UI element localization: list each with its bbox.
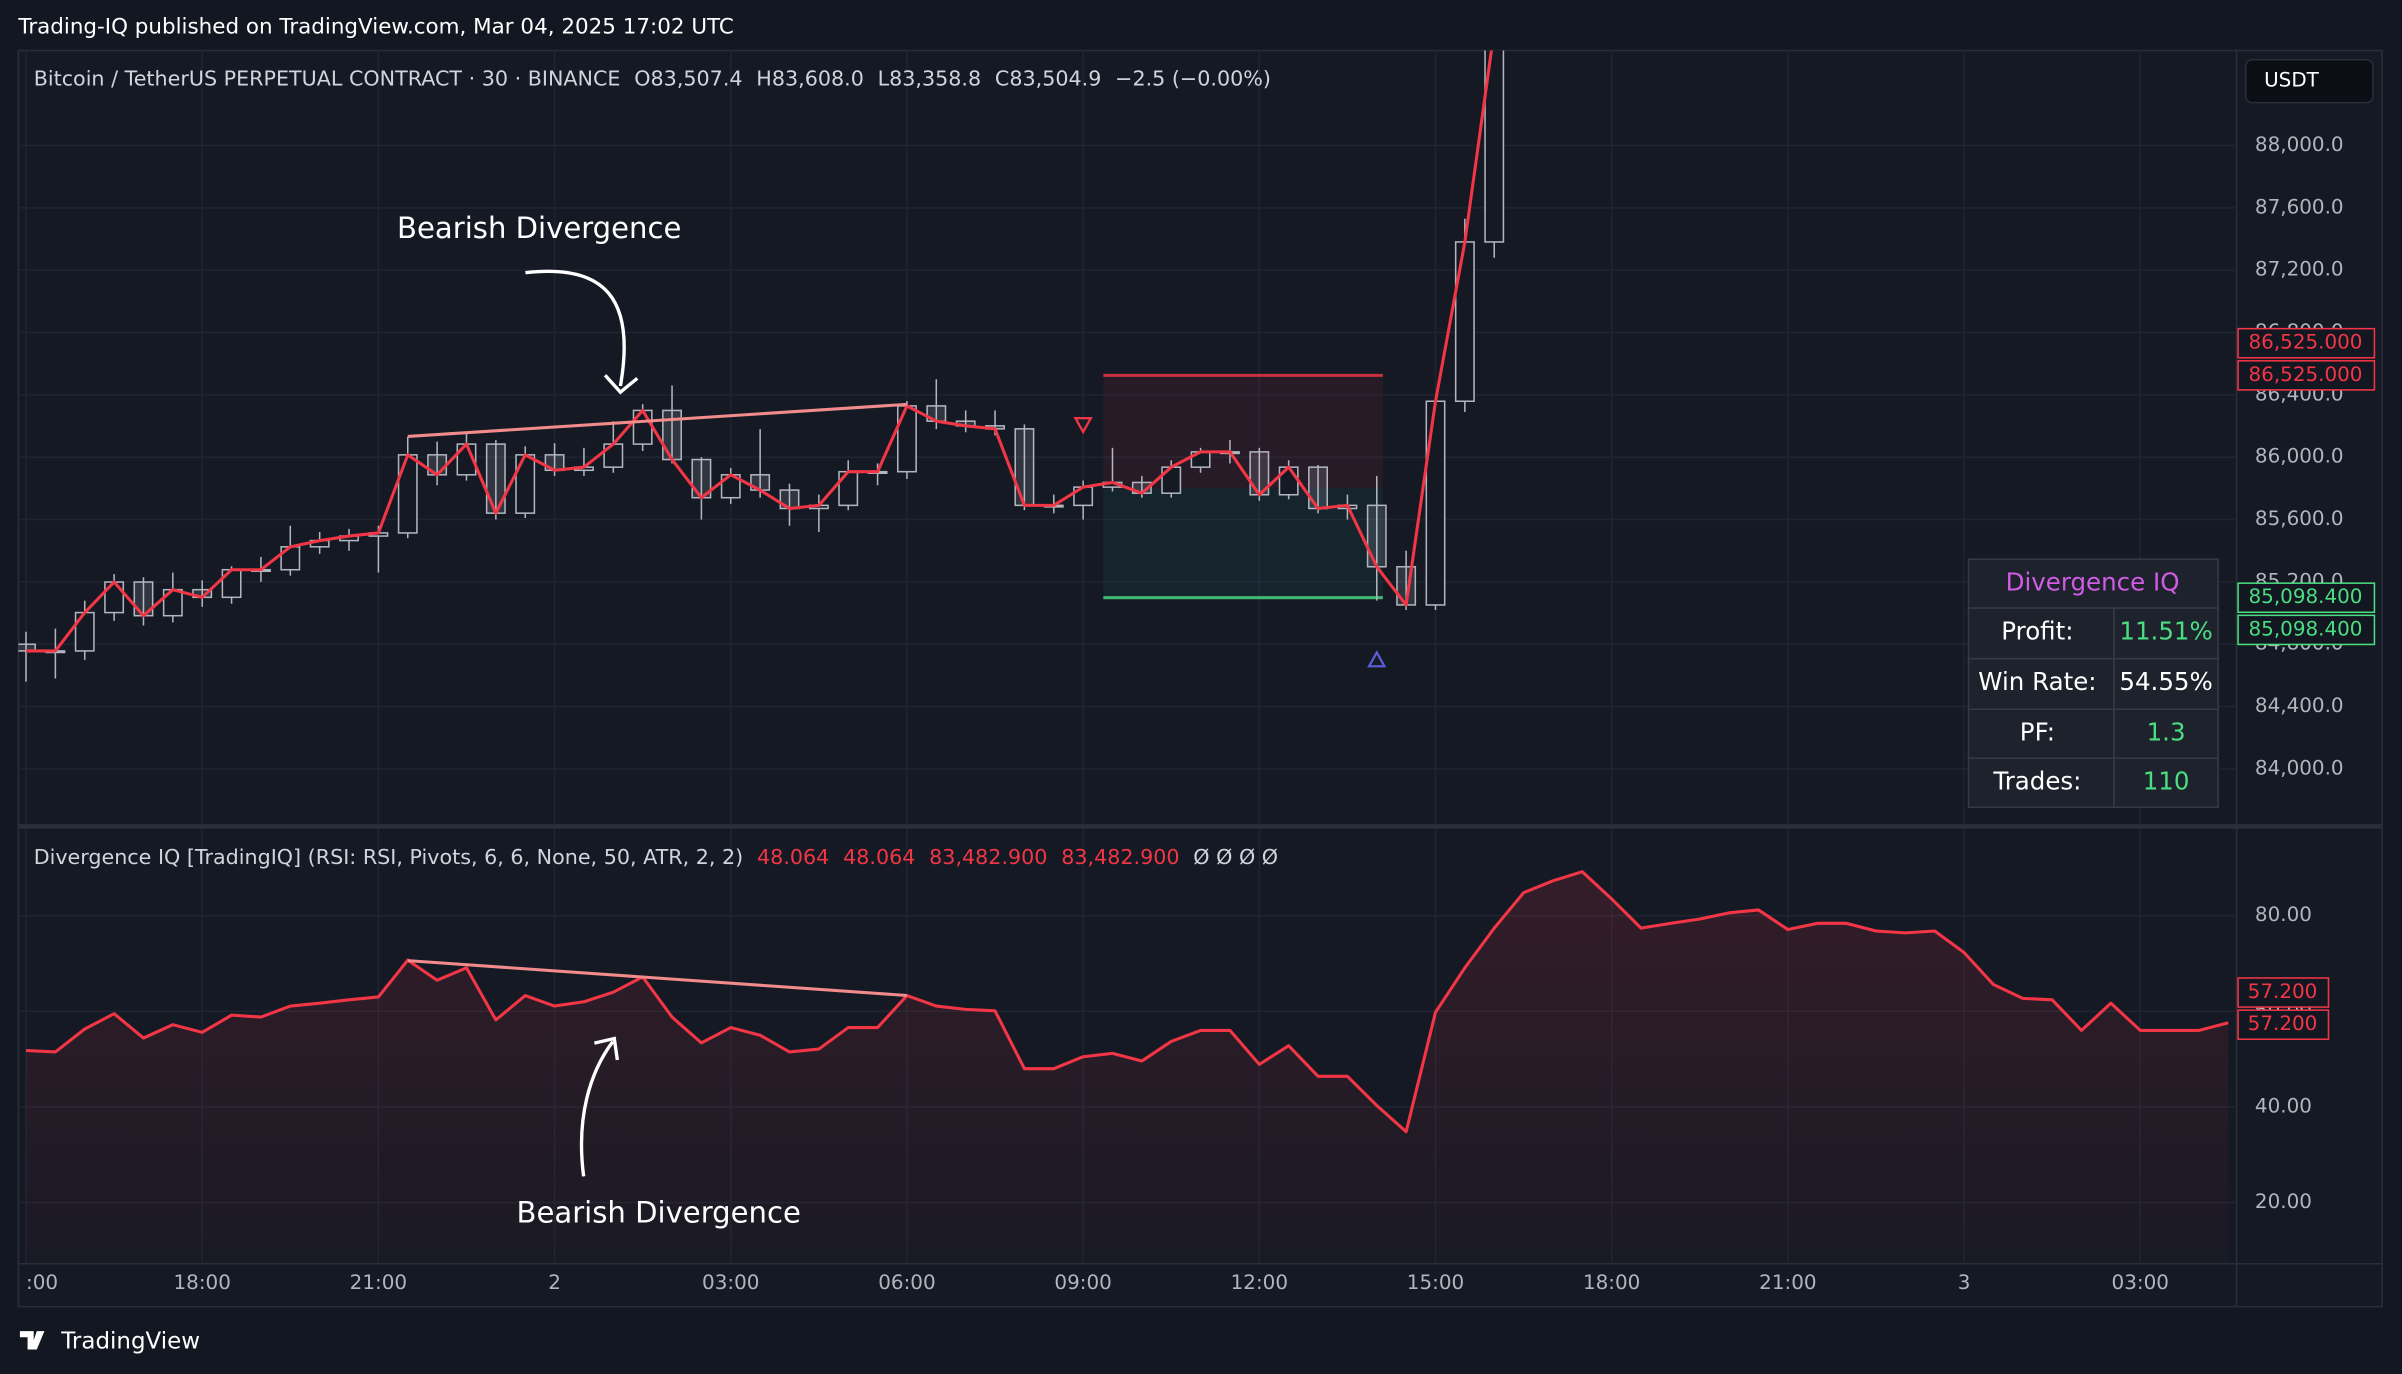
indicator-value: 83,482.900 bbox=[1061, 845, 1179, 869]
candle-body bbox=[896, 405, 917, 473]
table-cell bbox=[1967, 607, 2115, 660]
indicator-empty: Ø Ø Ø Ø bbox=[1193, 845, 1278, 869]
y-tick-label: 87,600.0 bbox=[2255, 195, 2344, 218]
price-label-box bbox=[2237, 327, 2376, 359]
signal-marker bbox=[1367, 650, 1387, 668]
indicator-legend: Divergence IQ [TradingIQ] (RSI: RSI, Piv… bbox=[34, 845, 1278, 869]
price-pane bbox=[18, 50, 2237, 825]
y-tick-label: 84,400.0 bbox=[2255, 694, 2344, 717]
price-label-box bbox=[2237, 582, 2376, 614]
close-line bbox=[26, 50, 1493, 653]
y-tick-label: 86,000.0 bbox=[2255, 445, 2344, 468]
table-cell bbox=[1967, 757, 2115, 809]
table-cell bbox=[2113, 757, 2219, 809]
currency-label[interactable]: USDT bbox=[2264, 69, 2320, 92]
table-value: 110 bbox=[2143, 767, 2190, 796]
price-label: 85,098.400 bbox=[2248, 585, 2362, 608]
annotation-arrow bbox=[525, 269, 626, 387]
ohlc-change: −2.5 (−0.00%) bbox=[1115, 67, 1271, 91]
price-label-box bbox=[2237, 614, 2376, 646]
table-cell bbox=[1967, 708, 2115, 759]
x-tick-label: 15:00 bbox=[1407, 1271, 1464, 1294]
value-label: 57.200 bbox=[2248, 980, 2318, 1003]
x-tick-label: :00 bbox=[26, 1271, 58, 1294]
y-tick-label: 20.00 bbox=[2255, 1190, 2312, 1213]
table-value: 54.55% bbox=[2119, 667, 2212, 696]
x-tick-label: 06:00 bbox=[878, 1271, 935, 1294]
table-value: 11.51% bbox=[2119, 617, 2212, 646]
signal-marker bbox=[1073, 417, 1093, 435]
price-label-box bbox=[2237, 360, 2376, 391]
indicator-value: 83,482.900 bbox=[929, 845, 1047, 869]
candle-body bbox=[1366, 504, 1387, 568]
price-label: 85,098.400 bbox=[2248, 617, 2362, 640]
candle-body bbox=[74, 611, 95, 652]
indicator-value: 48.064 bbox=[843, 845, 915, 869]
table-title: Divergence IQ bbox=[2006, 568, 2180, 597]
symbol-legend: Bitcoin / TetherUS PERPETUAL CONTRACT · … bbox=[34, 67, 1271, 91]
y-tick-label: 84,000.0 bbox=[2255, 756, 2344, 779]
x-tick-label: 12:00 bbox=[1231, 1271, 1288, 1294]
y-tick-label: 85,600.0 bbox=[2255, 507, 2344, 530]
brand-logo[interactable] bbox=[19, 1331, 45, 1350]
ohlc-open: O83,507.4 bbox=[634, 67, 742, 91]
table-value: 1.3 bbox=[2147, 718, 2186, 747]
table-key: Win Rate: bbox=[1978, 667, 2096, 696]
rsi-pane bbox=[18, 828, 2237, 1264]
symbol: Bitcoin / TetherUS PERPETUAL CONTRACT · … bbox=[34, 67, 621, 91]
x-tick-label: 03:00 bbox=[2112, 1271, 2169, 1294]
candle-body bbox=[1308, 466, 1329, 510]
x-tick-label: 09:00 bbox=[1054, 1271, 1111, 1294]
x-tick-label: 18:00 bbox=[174, 1271, 231, 1294]
table-cell bbox=[2113, 708, 2219, 759]
y-tick-label: 40.00 bbox=[2255, 1094, 2312, 1117]
y-tick-label: 88,000.0 bbox=[2255, 133, 2344, 156]
table-key: PF: bbox=[2020, 718, 2055, 747]
ohlc-low: L83,358.8 bbox=[878, 67, 982, 91]
table-key: Profit: bbox=[2001, 617, 2073, 646]
candle-body bbox=[1425, 400, 1446, 606]
value-label: 57.200 bbox=[2248, 1012, 2318, 1035]
annotation-arrow bbox=[579, 1040, 615, 1177]
annotation: Bearish Divergence bbox=[517, 1196, 801, 1230]
divergence-line bbox=[407, 959, 908, 998]
candle-body bbox=[1014, 428, 1035, 507]
ohlc-close: C83,504.9 bbox=[995, 67, 1101, 91]
stats-table: Divergence IQ Profit: 11.51% Win Rate: 54.… bbox=[1967, 558, 2219, 809]
x-tick-label: 03:00 bbox=[702, 1271, 759, 1294]
x-tick-label: 21:00 bbox=[350, 1271, 407, 1294]
divergence-line bbox=[407, 402, 908, 438]
table-key: Trades: bbox=[1992, 767, 2081, 796]
candle-body bbox=[1454, 241, 1475, 403]
x-tick-label: 18:00 bbox=[1583, 1271, 1640, 1294]
ohlc-high: H83,608.0 bbox=[756, 67, 864, 91]
x-tick-label: 21:00 bbox=[1759, 1271, 1816, 1294]
rsi-area bbox=[26, 871, 2229, 1264]
candle-body bbox=[1484, 50, 1505, 243]
price-label: 86,525.000 bbox=[2248, 363, 2362, 386]
candle-body bbox=[515, 454, 536, 514]
x-tick-label: 2 bbox=[548, 1271, 561, 1294]
y-tick-label: 87,200.0 bbox=[2255, 258, 2344, 281]
indicator-name: Divergence IQ [TradingIQ] (RSI: RSI, Piv… bbox=[34, 845, 744, 869]
annotation-arrowhead bbox=[603, 374, 639, 395]
annotation-arrowhead bbox=[593, 1036, 620, 1061]
currency-button[interactable] bbox=[2244, 58, 2374, 104]
annotation: Bearish Divergence bbox=[397, 211, 681, 245]
candle-body bbox=[397, 454, 418, 534]
table-header-cell bbox=[1967, 558, 2219, 609]
y-tick-label: 80.00 bbox=[2255, 903, 2312, 926]
price-label: 86,525.000 bbox=[2248, 331, 2362, 354]
x-tick-label: 3 bbox=[1958, 1271, 1971, 1294]
indicator-value: 48.064 bbox=[757, 845, 829, 869]
axes: :00 18:00 21:00 2 03:00 06:00 09:00 12:00 15:00 1… bbox=[26, 133, 2376, 1294]
publish-header: Trading-IQ published on TradingView.com,… bbox=[17, 15, 733, 40]
value-label-box bbox=[2237, 977, 2330, 1008]
brand-name[interactable]: TradingView bbox=[60, 1328, 200, 1354]
rsi-line bbox=[25, 870, 2229, 1134]
value-label-box bbox=[2237, 1009, 2330, 1041]
